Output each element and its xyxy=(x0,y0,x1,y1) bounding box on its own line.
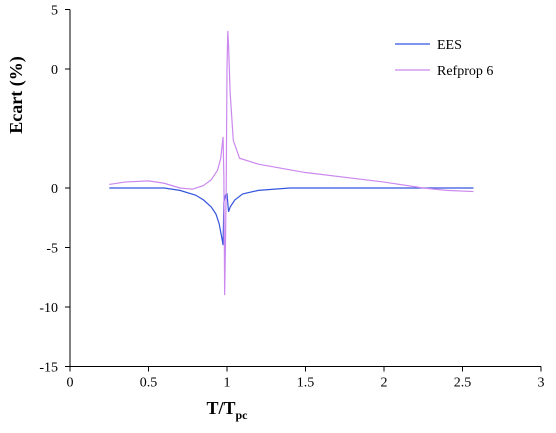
x-tick-label: 3 xyxy=(538,376,545,391)
y-tick-label: 0 xyxy=(51,63,58,78)
x-axis-label-main: T/T xyxy=(206,398,235,418)
x-tick-label: 0.5 xyxy=(140,376,158,391)
y-tick-label: 0 xyxy=(51,182,58,197)
legend-label: EES xyxy=(437,38,462,53)
x-tick-label: 0 xyxy=(67,376,74,391)
y-tick-label: -10 xyxy=(39,301,58,316)
y-tick-label: -5 xyxy=(46,242,58,257)
series-line xyxy=(109,187,474,246)
x-axis-label-sub: pc xyxy=(236,408,249,422)
y-tick-label: -15 xyxy=(39,361,58,376)
x-tick-label: 1.5 xyxy=(297,376,315,391)
x-tick-label: 2.5 xyxy=(454,376,472,391)
x-axis-label: T/Tpc xyxy=(206,398,248,422)
y-axis-label: Ecart (%) xyxy=(6,56,27,133)
legend-label: Refprop 6 xyxy=(437,64,493,79)
y-tick-label: 5 xyxy=(51,4,58,19)
series-line xyxy=(109,30,474,296)
x-tick-label: 2 xyxy=(381,376,388,391)
x-tick-label: 1 xyxy=(224,376,231,391)
